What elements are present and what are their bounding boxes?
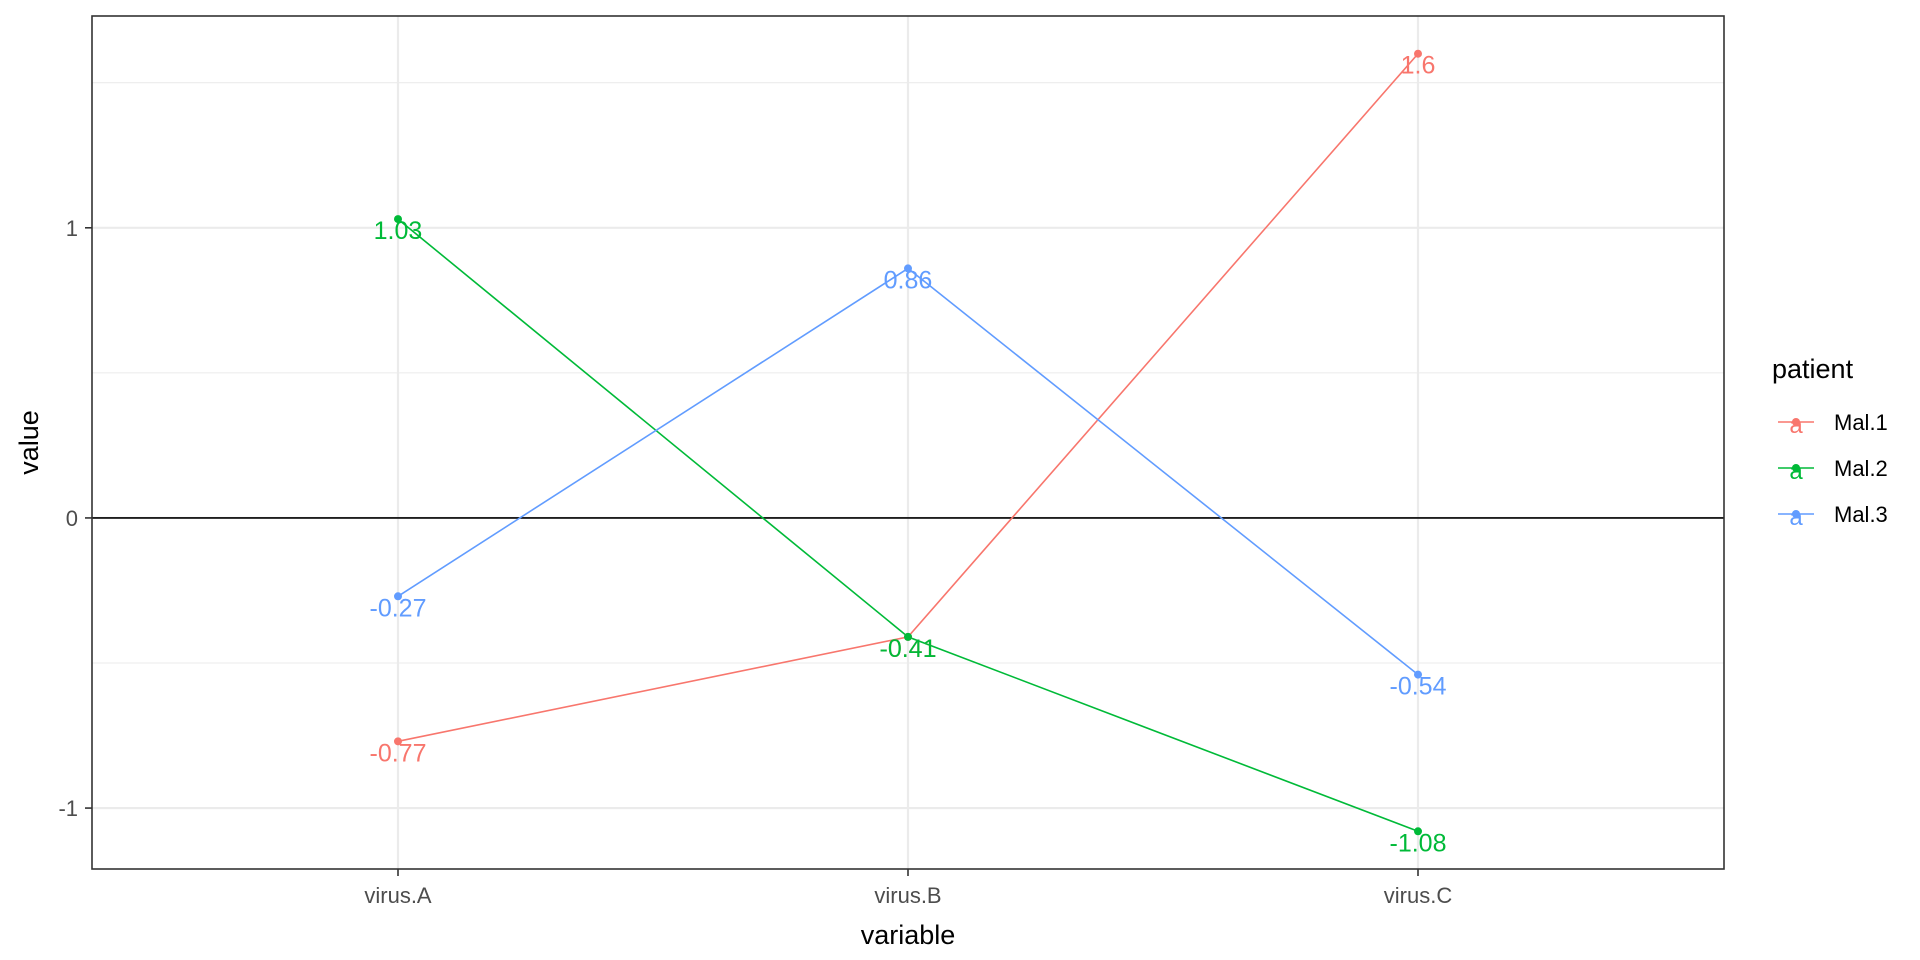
data-point-Mal.1 — [394, 737, 402, 746]
data-point-Mal.2 — [904, 632, 912, 641]
legend-title: patient — [1772, 354, 1854, 384]
data-point-Mal.2 — [394, 215, 402, 224]
legend-item-Mal.3: a Mal.3 — [1778, 502, 1888, 531]
legend-item-Mal.2: a Mal.2 — [1778, 456, 1888, 485]
data-label-Mal.1: -0.77 — [370, 739, 427, 767]
x-axis: virus.A virus.B virus.C — [364, 869, 1452, 908]
data-point-Mal.3 — [904, 264, 912, 273]
y-tick-label: 0 — [66, 506, 78, 531]
data-label-Mal.2: -0.41 — [880, 635, 937, 663]
data-labels: -0.77-0.411.61.03-0.41-1.08-0.270.86-0.5… — [370, 52, 1447, 858]
x-tick-label: virus.A — [364, 883, 432, 908]
legend-key-glyph: a — [1789, 412, 1803, 439]
y-tick-label: 1 — [66, 216, 78, 241]
y-axis: -1 0 1 — [58, 216, 92, 821]
legend-item-label: Mal.3 — [1834, 502, 1888, 527]
x-tick-label: virus.B — [874, 883, 941, 908]
data-label-Mal.3: 0.86 — [884, 266, 933, 294]
data-point-Mal.3 — [394, 592, 402, 601]
series-points — [394, 49, 1422, 836]
legend-items: a Mal.1 a Mal.2 a Mal.3 — [1778, 410, 1888, 531]
legend-item-Mal.1: a Mal.1 — [1778, 410, 1888, 439]
data-point-Mal.2 — [1414, 827, 1422, 836]
data-label-Mal.1: -0.41 — [880, 635, 937, 663]
legend-key-glyph: a — [1789, 458, 1803, 485]
legend: patient a Mal.1 a Mal.2 a Mal.3 — [1772, 354, 1888, 531]
data-label-Mal.2: 1.03 — [374, 217, 423, 245]
data-point-Mal.3 — [1414, 670, 1422, 679]
data-label-Mal.3: -0.27 — [370, 594, 427, 622]
legend-item-label: Mal.1 — [1834, 410, 1888, 435]
legend-key-glyph: a — [1789, 504, 1803, 531]
data-point-Mal.1 — [1414, 49, 1422, 58]
data-label-Mal.1: 1.6 — [1401, 52, 1436, 80]
legend-key-point — [1792, 510, 1800, 518]
data-label-Mal.3: -0.54 — [1390, 673, 1447, 701]
y-tick-label: -1 — [58, 796, 78, 821]
x-tick-label: virus.C — [1384, 883, 1453, 908]
y-axis-title: value — [14, 410, 44, 475]
legend-key-point — [1792, 464, 1800, 472]
legend-key-point — [1792, 418, 1800, 426]
x-axis-title: variable — [861, 920, 956, 950]
legend-item-label: Mal.2 — [1834, 456, 1888, 481]
data-label-Mal.2: -1.08 — [1390, 829, 1447, 857]
